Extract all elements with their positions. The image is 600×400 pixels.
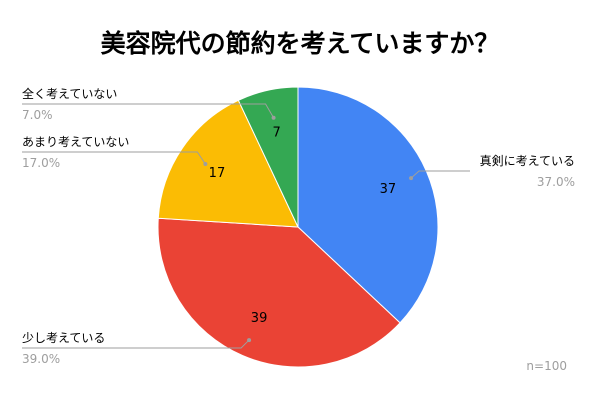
slice-labels: 真剣に考えている 37.0% 少し考えている 39.0% あまり考えていない 17.0% 全… xyxy=(22,86,575,366)
slice-4-category-label: 全く考えていない xyxy=(22,86,117,101)
slice-4-percent-label: 7.0% xyxy=(22,108,53,122)
slice-2-value-label: 39 xyxy=(251,311,268,326)
pie-slices: 37 39 17 7 xyxy=(157,86,439,368)
chart-title: 美容院代の節約を考えていますか？ xyxy=(101,29,500,58)
slice-4-value-label: 7 xyxy=(272,125,280,140)
slice-4 xyxy=(237,86,299,228)
slice-2 xyxy=(157,217,401,368)
slice-1-leader-line xyxy=(410,170,470,179)
slice-2-leader-line xyxy=(22,339,250,349)
slice-1-value-label: 37 xyxy=(380,182,397,197)
slice-1-percent-label: 37.0% xyxy=(537,175,575,189)
leader-lines xyxy=(22,103,470,349)
slice-3-value-label: 17 xyxy=(209,166,226,181)
slice-3-leader-line xyxy=(22,151,206,165)
slice-3-category-label: あまり考えていない xyxy=(22,135,129,149)
sample-size-note: n=100 xyxy=(526,359,567,373)
slice-1-category-label: 真剣に考えている xyxy=(480,154,575,168)
slice-3-percent-label: 17.0% xyxy=(22,156,60,170)
slice-2-category-label: 少し考えている xyxy=(22,331,105,345)
slice-4-leader-line xyxy=(22,103,274,118)
slice-3 xyxy=(157,99,299,228)
slice-2-percent-label: 39.0% xyxy=(22,352,60,366)
